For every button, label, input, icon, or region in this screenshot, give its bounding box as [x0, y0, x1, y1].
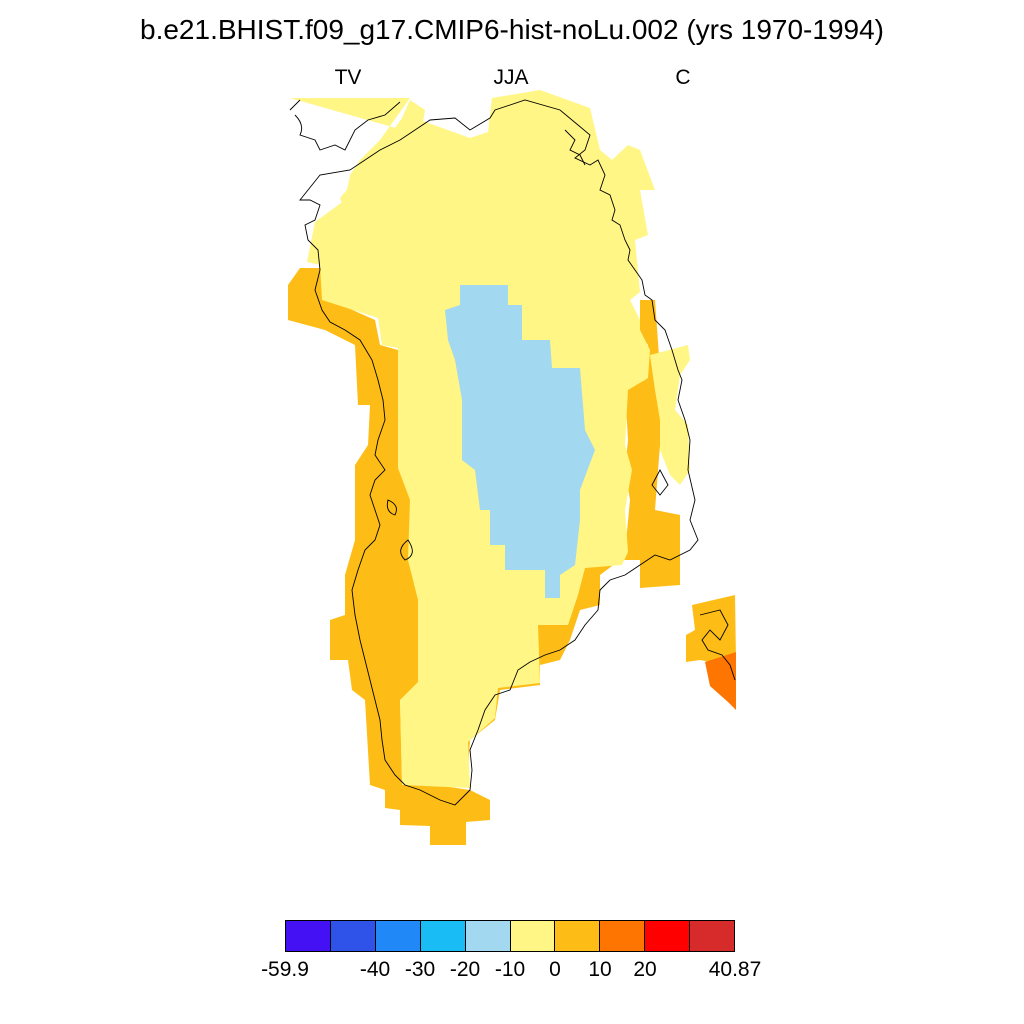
southeast-island — [686, 595, 736, 665]
colorbar-tick: 40.87 — [708, 958, 762, 981]
colorbar — [285, 920, 735, 952]
colorbar-tick: -10 — [494, 958, 526, 981]
subtitle-variable: TV — [334, 66, 362, 89]
colorbar-swatch — [600, 921, 646, 951]
colorbar-swatch — [690, 921, 735, 951]
north-fragment — [340, 100, 425, 212]
subtitle-units: C — [675, 66, 691, 89]
coastline — [289, 99, 736, 806]
colorbar-swatch — [286, 921, 331, 951]
east-fragment — [650, 345, 690, 485]
colorbar-swatch — [375, 921, 421, 951]
colorbar-tick: -30 — [404, 958, 436, 981]
colorbar-swatch — [510, 921, 556, 951]
colorbar-swatch — [465, 921, 511, 951]
colorbar-swatch — [420, 921, 466, 951]
colorbar-tick: 20 — [633, 958, 657, 981]
colorbar-tick: 0 — [549, 958, 561, 981]
colorbar-tick: -59.9 — [261, 958, 309, 981]
figure-title: b.e21.BHIST.f09_g17.CMIP6-hist-noLu.002 … — [140, 14, 884, 45]
subtitle-season: JJA — [493, 66, 529, 89]
colorbar-tick: 10 — [588, 958, 612, 981]
coastal-band-west — [288, 268, 490, 845]
central-dome — [445, 285, 595, 598]
colorbar-swatch — [555, 921, 601, 951]
colorbar-swatch — [645, 921, 691, 951]
colorbar-tick: -20 — [449, 958, 481, 981]
colorbar-swatch — [330, 921, 376, 951]
southeast-warm-cell — [705, 652, 736, 710]
colorbar-tick: -40 — [359, 958, 391, 981]
